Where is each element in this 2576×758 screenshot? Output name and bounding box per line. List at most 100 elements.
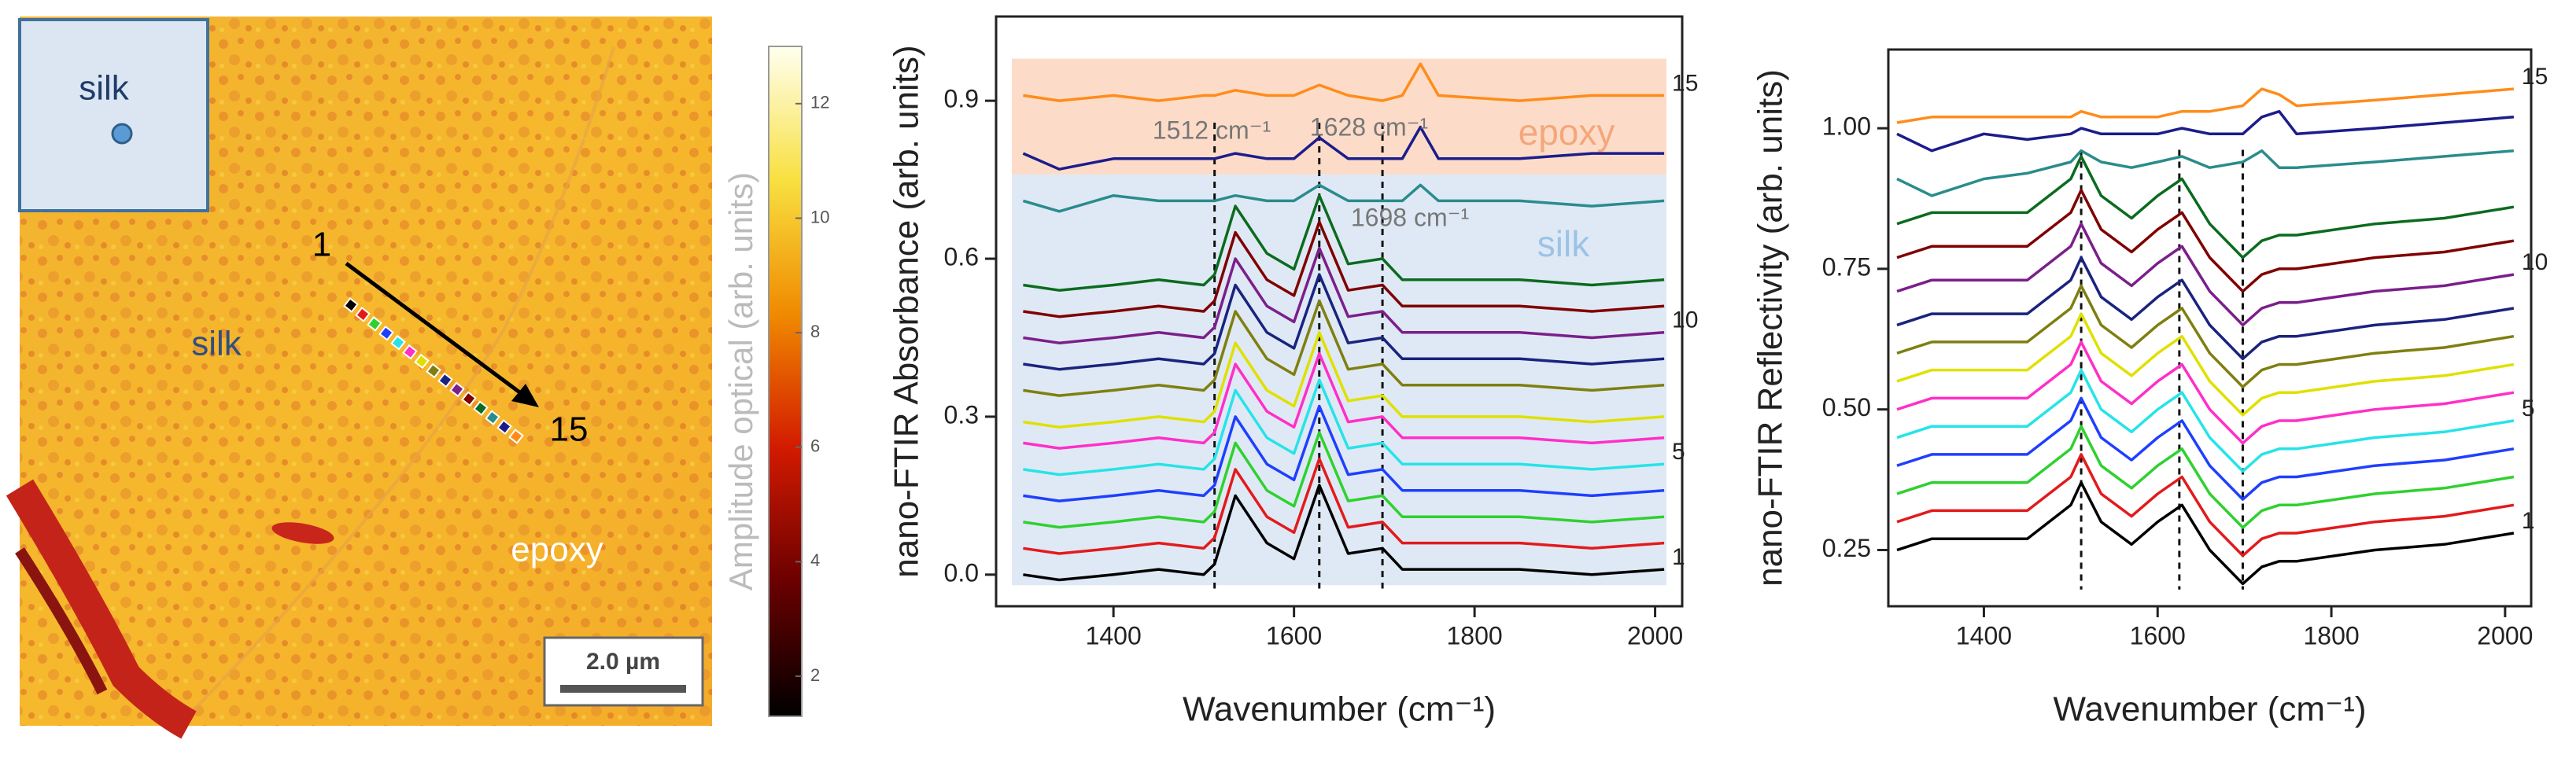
colorbar-tick-label: 4 [810,550,820,570]
inset-box [18,18,209,212]
start-label: 1 [312,226,331,264]
spectrum-line [1023,378,1665,477]
plot-frame [1887,48,2533,608]
inset-label: silk [79,69,130,108]
y-tick-label: 0.6 [944,242,979,270]
spectrum-line [1896,480,2515,586]
spectrum-line [1896,368,2515,473]
epoxy-label: epoxy [511,531,603,569]
x-tick-label: 2000 [1627,621,1683,649]
end-label: 15 [550,410,589,449]
spectrum-line [1896,340,2515,445]
spectrum-line [1023,193,1665,292]
blob [271,522,334,544]
spectrum-line [1896,453,2515,557]
y-tick-label: 1.00 [1822,112,1871,141]
colorbar-tick-label: 10 [810,207,829,226]
series-end-label: 10 [2522,249,2548,275]
annotation: 1512 cm⁻¹ [1153,116,1271,144]
spectrum-line [1023,246,1665,344]
spectrum-line [1023,351,1665,450]
point-marker [355,307,371,322]
y-axis-label: nano-FTIR Absorbance (arb. units) [888,45,926,577]
spectrum-line [1023,431,1665,529]
spectrum-line [1023,273,1665,371]
x-tick-label: 2000 [2477,621,2533,649]
fiber-edge [15,547,108,695]
point-marker [367,316,382,332]
silk-label: silk [191,325,242,363]
point-marker [378,325,394,341]
spectrum-line [1896,109,2515,153]
fiber [6,479,197,739]
series-end-label: 5 [1672,439,1685,465]
point-marker [426,362,441,379]
point-marker [508,429,524,444]
point-marker [402,344,418,360]
plot-frame [995,15,1684,608]
x-tick-label: 1800 [2303,621,2359,649]
spectrum-line [1896,149,2515,197]
spectrum-line [1023,484,1665,582]
inset-dot [111,123,133,145]
x-axis-label: Wavenumber (cm⁻¹) [1183,690,1496,729]
spectrum-line [1896,87,2515,124]
y-axis-label: nano-FTIR Reflectivity (arb. units) [1751,69,1790,587]
spectrum-line [1023,331,1665,429]
spectrum-line [1023,62,1665,102]
spectrum-line [1896,425,2515,529]
point-marker [390,334,406,351]
boundary-line [179,46,615,725]
y-tick-label: 0.50 [1822,393,1871,421]
spectrum-line [1896,396,2515,501]
y-tick-label: 0.25 [1822,534,1871,562]
region-label: silk [1537,223,1590,264]
x-tick-label: 1400 [1086,621,1142,649]
x-tick-label: 1800 [1447,621,1503,649]
colorbar-tick-label: 12 [810,93,829,112]
point-marker [343,297,359,313]
colorbar-tick-label: 2 [810,665,820,685]
spectrum-line [1023,220,1665,318]
series-end-label: 15 [2522,64,2548,90]
arrow-head [511,384,539,407]
y-tick-label: 0.0 [944,558,979,587]
series-end-label: 5 [2522,396,2535,421]
spectrum-line [1896,312,2515,417]
point-marker [449,381,465,398]
region-label: epoxy [1519,112,1615,153]
spectrum-line [1023,299,1665,397]
arrow-line [345,261,529,400]
series-end-label: 1 [2522,508,2535,534]
x-tick-label: 1600 [1266,621,1322,649]
point-markers [343,297,524,444]
scale-text: 2.0 µm [586,649,660,675]
series-end-label: 1 [1672,544,1685,570]
x-axis-label: Wavenumber (cm⁻¹) [2053,690,2366,729]
colorbar [768,46,803,717]
series-end-label: 15 [1672,70,1698,96]
point-marker [485,410,500,425]
point-marker [461,391,477,407]
spectrum-line [1896,222,2515,327]
y-tick-label: 0.3 [944,400,979,429]
scale-box [543,636,704,707]
spectrum-line [1023,457,1665,555]
point-marker [473,400,489,417]
point-marker [496,419,512,435]
point-marker [414,353,430,370]
point-marker [437,372,453,388]
y-tick-label: 0.9 [944,85,979,113]
y-tick-label: 0.75 [1822,252,1871,281]
series-end-label: 10 [1672,307,1698,333]
x-tick-label: 1600 [2130,621,2186,649]
colorbar-tick-label: 6 [810,436,820,456]
annotation: 1698 cm⁻¹ [1351,203,1469,231]
x-tick-label: 1400 [1956,621,2012,649]
spectrum-line [1022,183,1665,213]
spectrum-line [1896,155,2515,259]
spectrum-line [1896,189,2515,293]
colorbar-tick-label: 8 [810,322,820,341]
spectrum-line [1896,284,2515,388]
